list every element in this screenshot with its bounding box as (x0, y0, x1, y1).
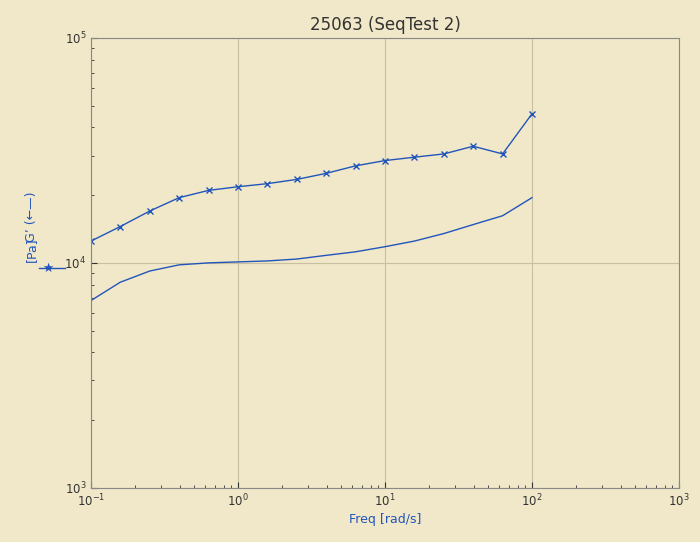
Title: 25063 (SeqTest 2): 25063 (SeqTest 2) (309, 16, 461, 34)
Text: [Pa]: [Pa] (25, 237, 38, 262)
Text: ★: ★ (42, 262, 53, 275)
Text: G’ (←—): G’ (←—) (25, 191, 38, 242)
X-axis label: Freq [rad/s]: Freq [rad/s] (349, 513, 421, 526)
